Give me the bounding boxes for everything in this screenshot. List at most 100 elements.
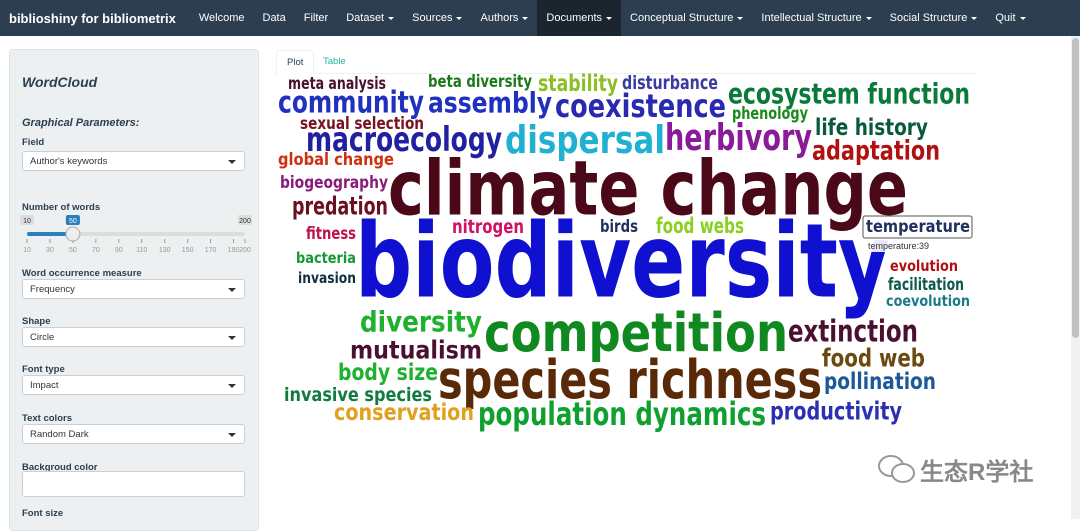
- slider-badge: [238, 215, 252, 225]
- word[interactable]: dispersal: [505, 118, 665, 162]
- select-label: Word occurrence measure: [22, 268, 142, 279]
- nav-item[interactable]: Conceptual Structure: [621, 0, 752, 36]
- word[interactable]: beta diversity: [428, 72, 532, 92]
- field-label: Field: [22, 137, 45, 148]
- slider-badge-label: 50: [69, 218, 77, 225]
- tooltip-box: [866, 239, 936, 252]
- select-label: Text colors: [22, 413, 72, 424]
- word[interactable]: global change: [278, 150, 394, 170]
- nav-item[interactable]: Quit: [986, 0, 1034, 36]
- word[interactable]: community: [278, 86, 424, 121]
- word[interactable]: invasive species: [284, 384, 432, 406]
- tab-plot[interactable]: Plot: [276, 50, 315, 75]
- page: biblioshiny for bibliometrix Welcome Data…: [0, 0, 1080, 519]
- word[interactable]: coevolution: [886, 292, 970, 310]
- word[interactable]: assembly: [428, 87, 552, 120]
- field-select[interactable]: Author's keywords: [22, 151, 245, 171]
- font-size-label: Font size: [22, 508, 64, 519]
- word[interactable]: phenology: [732, 104, 808, 124]
- word[interactable]: conservation: [334, 400, 474, 426]
- nav-item[interactable]: Data: [262, 12, 286, 24]
- nav-item[interactable]: Filter: [303, 12, 329, 24]
- tooltip: temperature:39: [868, 241, 929, 251]
- slider-track: [27, 232, 245, 236]
- wordcloud: meta analysis beta diversity stability dist…: [278, 71, 973, 433]
- word[interactable]: invasion: [298, 269, 356, 287]
- slider-tick-label: 50: [69, 247, 77, 254]
- select[interactable]: Impact: [22, 375, 245, 395]
- word[interactable]: species richness: [438, 349, 822, 411]
- navbar: biblioshiny for bibliometrix Welcome Data…: [0, 0, 1080, 36]
- word[interactable]: body size: [338, 360, 438, 386]
- word[interactable]: stability: [538, 71, 618, 97]
- word[interactable]: mutualism: [350, 336, 482, 365]
- word[interactable]: predation: [292, 192, 388, 221]
- tab-table[interactable]: Table: [323, 56, 346, 67]
- word[interactable]: temperature: [866, 217, 970, 237]
- word[interactable]: extinction: [788, 315, 918, 350]
- nav-item[interactable]: Welcome: [198, 12, 245, 24]
- select[interactable]: Frequency: [22, 279, 245, 299]
- word[interactable]: meta analysis: [288, 74, 386, 94]
- slider-tick-label: 170: [205, 247, 217, 254]
- tabs: Plot Table: [276, 50, 976, 75]
- watermark: 生态R学社: [920, 459, 1034, 486]
- word[interactable]: fitness: [306, 224, 356, 244]
- word[interactable]: ecosystem function: [728, 78, 970, 111]
- word[interactable]: herbivory: [665, 117, 812, 159]
- slider-tick-label: 110: [136, 247, 147, 254]
- slider-badge: [65, 215, 80, 225]
- word[interactable]: facilitation: [888, 275, 964, 295]
- slider-fill: [27, 232, 73, 236]
- word[interactable]: adaptation: [812, 136, 940, 167]
- nav-item[interactable]: Intellectual Structure: [752, 0, 880, 36]
- word[interactable]: nitrogen: [452, 216, 524, 238]
- nav-item[interactable]: Documents: [537, 0, 622, 36]
- slider-badge-label: 10: [23, 218, 31, 225]
- nav-item[interactable]: Social Structure: [881, 0, 987, 36]
- select-label: Shape: [22, 316, 51, 327]
- slider-badge: [20, 215, 34, 225]
- slider-tick-label: 30: [46, 247, 54, 254]
- brand[interactable]: biblioshiny for bibliometrix: [9, 10, 176, 26]
- word[interactable]: food web: [822, 344, 925, 373]
- background-label: Backgroud color: [22, 462, 98, 473]
- word[interactable]: population dynamics: [478, 395, 766, 433]
- word[interactable]: competition: [484, 302, 788, 364]
- nav-item[interactable]: Authors: [471, 0, 537, 36]
- word[interactable]: coexistence: [555, 87, 726, 125]
- select-label: Font type: [22, 364, 65, 375]
- sidebar: WordCloud Graphical Parameters: Field Au…: [9, 49, 259, 531]
- nav-item[interactable]: Sources: [403, 0, 471, 36]
- word[interactable]: birds: [600, 217, 638, 237]
- background-input[interactable]: [22, 471, 245, 497]
- word[interactable]: sexual selection: [300, 114, 424, 134]
- word[interactable]: food webs: [656, 214, 744, 238]
- word-highlight: [862, 215, 973, 239]
- wechat-icon: [878, 455, 915, 483]
- slider-handle[interactable]: [65, 226, 81, 242]
- slider-tick-label: 150: [182, 247, 194, 254]
- slider-tick-label: 10: [23, 247, 31, 254]
- section-title: Graphical Parameters:: [22, 117, 140, 129]
- word[interactable]: disturbance: [622, 72, 718, 94]
- word[interactable]: biogeography: [280, 173, 388, 193]
- word[interactable]: climate change: [388, 144, 908, 233]
- scrollbar[interactable]: [1071, 36, 1080, 519]
- word[interactable]: pollination: [824, 369, 936, 395]
- word[interactable]: productivity: [770, 397, 902, 426]
- slider-badge-label: 200: [239, 218, 251, 225]
- select[interactable]: Circle: [22, 327, 245, 347]
- word[interactable]: evolution: [890, 257, 958, 275]
- word[interactable]: diversity: [360, 306, 482, 339]
- sidebar-title: WordCloud: [22, 74, 98, 90]
- slider-tick-label: 200: [239, 247, 251, 254]
- nav-item[interactable]: Dataset: [337, 0, 403, 36]
- slider-tick-label: 130: [159, 247, 171, 254]
- word[interactable]: macroecology: [306, 120, 502, 160]
- word[interactable]: life history: [815, 115, 928, 141]
- word[interactable]: bacteria: [296, 249, 356, 267]
- word[interactable]: biodiversity: [355, 203, 890, 322]
- select[interactable]: Random Dark: [22, 424, 245, 444]
